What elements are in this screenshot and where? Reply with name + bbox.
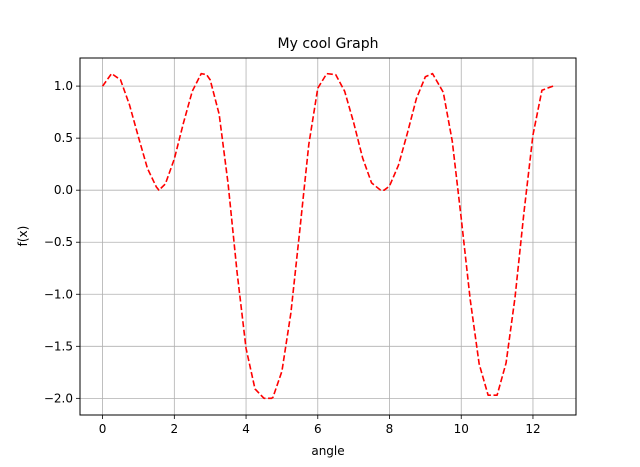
- y-axis-ticks: 1.0 0.5 0.0 −0.5 −1.0 −1.5 −2.0: [44, 79, 80, 405]
- x-tick-label: 10: [454, 422, 469, 436]
- x-tick-label: 0: [99, 422, 107, 436]
- chart-title: My cool Graph: [278, 36, 379, 52]
- y-tick-label: 0.5: [54, 131, 73, 145]
- y-tick-label: −2.0: [44, 391, 73, 405]
- x-tick-label: 12: [525, 422, 540, 436]
- grid-lines: [80, 58, 576, 415]
- y-axis-label: f(x): [16, 226, 30, 247]
- y-tick-label: 1.0: [54, 79, 73, 93]
- plot-frame: [79, 57, 577, 416]
- x-axis-ticks: 0 2 4 6 8 10 12: [99, 415, 541, 436]
- y-tick-label: −1.0: [44, 287, 73, 301]
- x-tick-label: 8: [386, 422, 394, 436]
- y-tick-label: 0.0: [54, 183, 73, 197]
- x-axis-label: angle: [311, 444, 344, 458]
- plot-series: [101, 72, 554, 400]
- series-line: [101, 72, 554, 400]
- x-tick-label: 6: [314, 422, 322, 436]
- x-tick-label: 2: [171, 422, 179, 436]
- x-tick-label: 4: [242, 422, 250, 436]
- y-tick-label: −0.5: [44, 235, 73, 249]
- y-tick-label: −1.5: [44, 339, 73, 353]
